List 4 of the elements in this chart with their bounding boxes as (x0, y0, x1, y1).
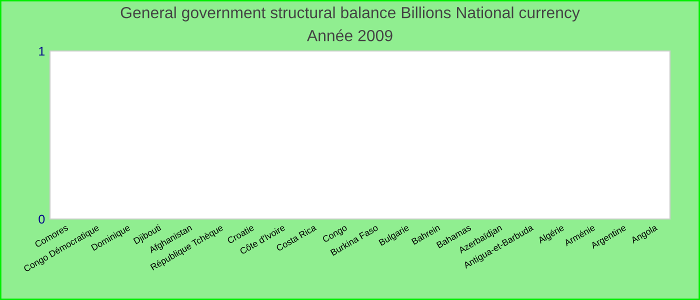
chart-subtitle: Année 2009 (306, 29, 392, 42)
y-tick-label: 0 (38, 214, 45, 224)
y-tick-label: 1 (39, 46, 45, 56)
chart-title: General government structural balance Billions National currency (120, 6, 580, 22)
